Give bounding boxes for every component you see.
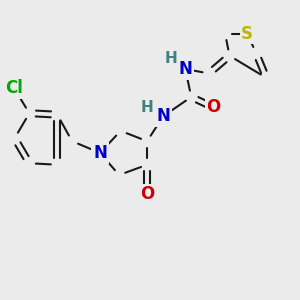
Text: N: N <box>178 60 192 78</box>
Text: H: H <box>164 51 177 66</box>
Text: S: S <box>241 25 253 43</box>
Text: N: N <box>93 144 107 162</box>
Text: O: O <box>140 185 154 203</box>
Text: H: H <box>141 100 154 115</box>
Text: N: N <box>156 107 170 125</box>
Text: Cl: Cl <box>5 79 23 97</box>
Text: H: H <box>141 100 154 115</box>
Text: H: H <box>164 51 177 66</box>
Text: O: O <box>206 98 220 116</box>
